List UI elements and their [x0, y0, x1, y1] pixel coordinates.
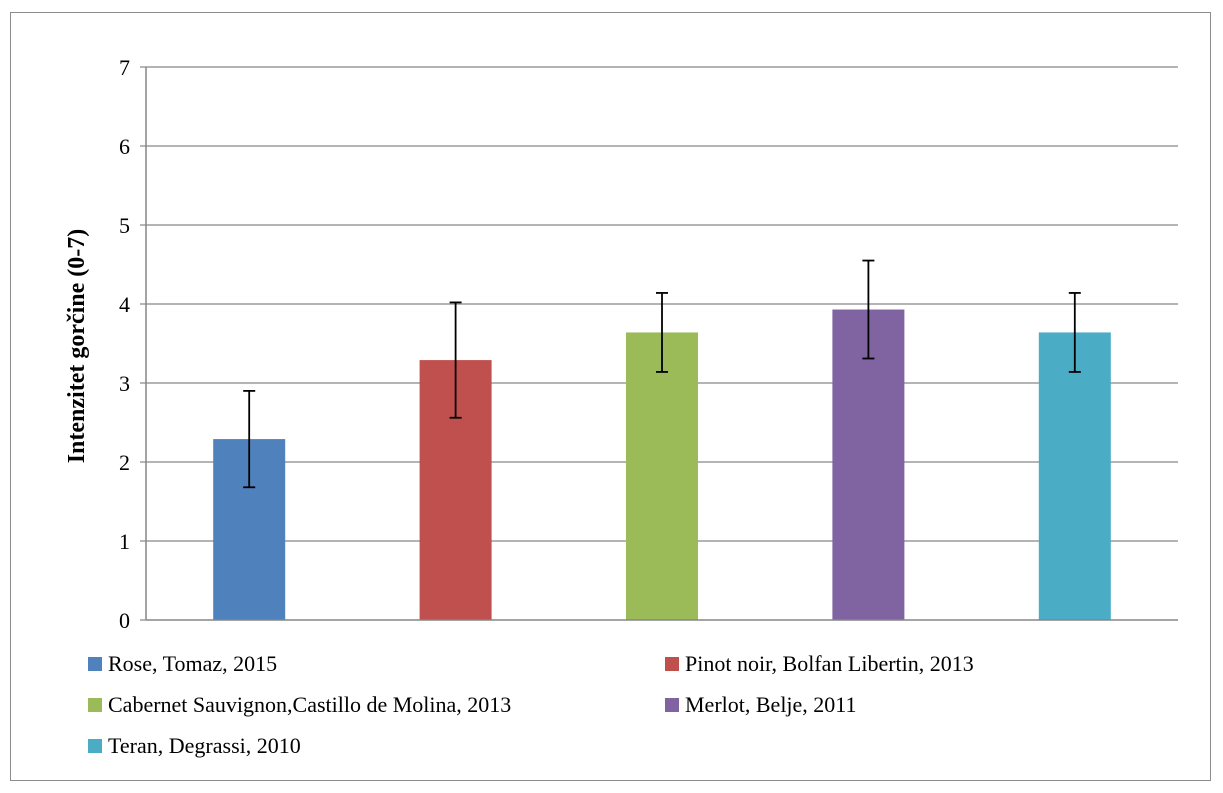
y-tick-label: 4 — [119, 292, 130, 317]
chart-frame — [10, 12, 1211, 781]
y-tick-label: 7 — [119, 55, 130, 80]
y-tick-label: 0 — [119, 608, 130, 633]
bar — [1038, 332, 1111, 620]
y-tick-label: 1 — [119, 529, 130, 554]
bars — [213, 309, 1111, 620]
y-tick-label: 3 — [119, 371, 130, 396]
error-bar — [862, 259, 875, 360]
y-tick-label: 5 — [119, 213, 130, 238]
y-axis-label: Intenzitet gorčine (0-7) — [64, 229, 90, 464]
error-bar — [243, 389, 256, 489]
error-bar — [449, 301, 462, 419]
y-axis-ticks: 0 1 2 3 4 5 6 7 — [119, 55, 146, 633]
bar — [832, 309, 905, 620]
bar — [626, 332, 698, 620]
error-bar — [656, 292, 668, 373]
error-bar — [1068, 292, 1081, 373]
error-bars — [243, 259, 1081, 489]
y-tick-label: 2 — [119, 450, 130, 475]
y-tick-label: 6 — [119, 134, 130, 159]
gridlines — [146, 66, 1178, 542]
